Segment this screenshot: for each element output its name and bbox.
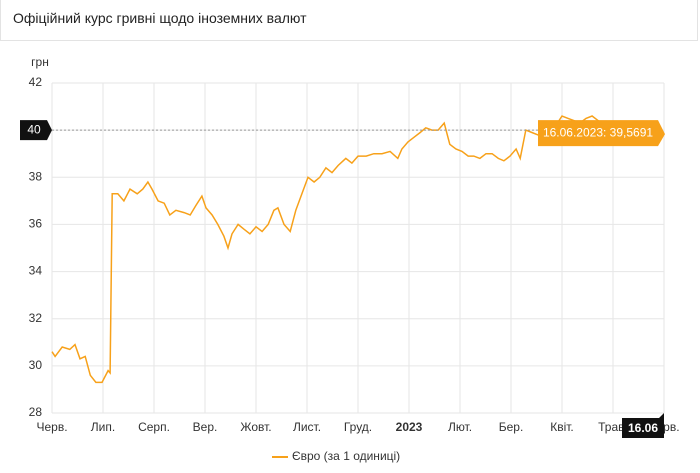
tooltip-text: 16.06.2023: 39,5691	[543, 125, 653, 139]
y-tick-label: 38	[29, 169, 43, 183]
x-tick-label: Лют.	[448, 420, 472, 434]
x-tick-label: Вер.	[193, 420, 218, 434]
crosshair-x-label: 16.06	[628, 421, 658, 435]
y-tick-label: 32	[29, 311, 43, 325]
y-tick-label: 42	[29, 75, 43, 89]
x-tick-label: Жовт.	[240, 420, 271, 434]
x-tick-label: Черв.	[36, 420, 67, 434]
crosshair-x-box	[622, 413, 664, 438]
x-tick-label: 2023	[396, 420, 423, 434]
x-tick-label: Лист.	[293, 420, 321, 434]
y-unit: грн	[31, 55, 49, 69]
y-tick-label: 28	[29, 405, 43, 419]
x-tick-label: Трав.	[598, 420, 628, 434]
legend-label: Євро (за 1 одиниці)	[292, 449, 400, 463]
x-tick-label: Груд.	[344, 420, 372, 434]
x-tick-label: Квіт.	[550, 420, 574, 434]
tooltip-box	[538, 120, 665, 147]
crosshair-y-label: 40	[27, 122, 41, 136]
y-tick-label: 34	[29, 264, 43, 278]
header-title: Офіційний курс гривні щодо іноземних вал…	[0, 0, 698, 41]
crosshair-y-box	[20, 120, 52, 141]
x-tick-label: Лип.	[91, 420, 115, 434]
chart: грн 28 30 32 34 36 38 40 42 Черв. Лип. Серп. Вер. Жо…	[20, 55, 680, 463]
y-tick-label: 30	[29, 358, 43, 372]
x-tick-label: Бер.	[499, 420, 524, 434]
x-tick-label: Серп.	[138, 420, 170, 434]
y-tick-label: 36	[29, 217, 43, 231]
